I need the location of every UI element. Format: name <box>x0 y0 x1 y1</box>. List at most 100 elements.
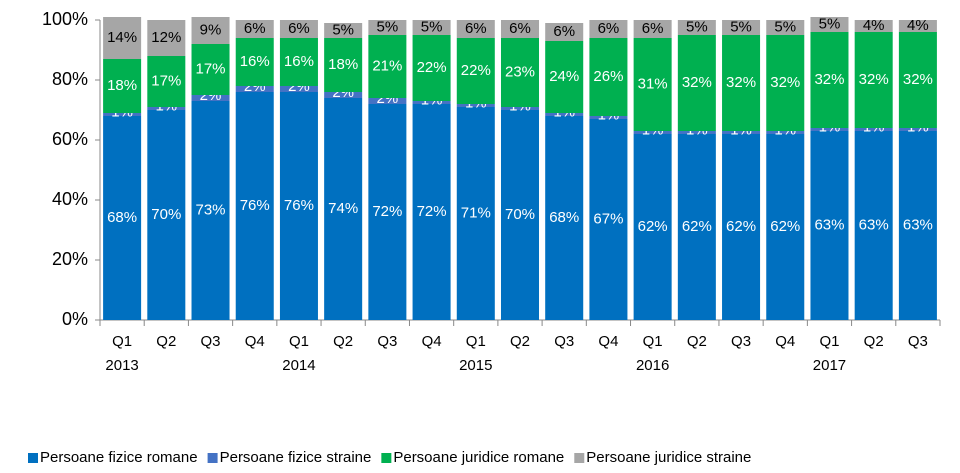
bar-segment <box>324 23 363 38</box>
bar-segment <box>677 35 716 131</box>
bar-segment <box>103 17 142 59</box>
legend-swatch <box>207 453 218 463</box>
data-label: 6% <box>509 20 531 37</box>
bar-segment <box>456 104 495 107</box>
data-label: 5% <box>332 21 354 38</box>
bar-segment <box>633 131 672 134</box>
y-tick-label: 60% <box>52 129 88 149</box>
bar-segment <box>722 20 761 35</box>
bar-segment <box>412 104 451 320</box>
bar-segment <box>545 116 584 320</box>
data-label: 63% <box>903 216 933 233</box>
x-tick-label: Q4 <box>422 333 442 350</box>
data-label: 72% <box>417 203 447 220</box>
bar-segment <box>191 17 230 44</box>
bar-segment <box>191 44 230 95</box>
data-label: 6% <box>642 20 664 37</box>
y-tick-label: 0% <box>62 309 88 329</box>
bar-segment <box>898 131 937 320</box>
bar-segment <box>147 110 186 320</box>
bar-segment <box>368 104 407 320</box>
data-label: 32% <box>814 71 844 88</box>
data-label: 72% <box>372 203 402 220</box>
data-label: 4% <box>907 17 929 34</box>
data-label: 5% <box>730 18 752 35</box>
x-tick-label: Q2 <box>687 333 707 350</box>
bar-segment <box>500 20 540 38</box>
legend-swatch <box>381 453 392 463</box>
bar-segment <box>810 128 849 131</box>
data-label: 24% <box>549 68 579 85</box>
x-tick-label: Q3 <box>377 333 397 350</box>
bar-segment <box>589 38 628 116</box>
bar-segment <box>412 20 451 35</box>
bar-segment <box>279 38 318 86</box>
bar-segment <box>235 38 274 86</box>
bar-segment <box>722 131 761 134</box>
bar-segment <box>456 20 495 38</box>
bar-segment <box>279 86 318 92</box>
data-label: 32% <box>682 74 712 91</box>
bar-segment <box>722 35 761 131</box>
legend-label: Persoane juridice straine <box>586 449 751 466</box>
data-label: 21% <box>372 57 402 74</box>
data-label: 76% <box>240 197 270 214</box>
data-label: 5% <box>774 18 796 35</box>
data-label: 71% <box>461 204 491 221</box>
bar-segment <box>677 131 716 134</box>
bar-segment <box>412 101 451 104</box>
data-label: 16% <box>240 53 270 70</box>
bar-segment <box>810 32 849 128</box>
data-label: 17% <box>196 60 226 77</box>
data-label: 6% <box>598 20 620 37</box>
data-label: 67% <box>593 210 623 227</box>
bar-segment <box>456 107 495 320</box>
data-label: 17% <box>151 72 181 89</box>
bar-segment <box>545 113 584 116</box>
data-label: 6% <box>244 20 266 37</box>
bar-segment <box>589 20 628 38</box>
bar-segment <box>368 98 407 104</box>
bar-segment <box>368 20 407 35</box>
x-tick-label: Q3 <box>554 333 574 350</box>
bar-segment <box>500 107 540 110</box>
data-label: 26% <box>593 68 623 85</box>
bar-segment <box>766 131 805 134</box>
data-label: 4% <box>863 17 885 34</box>
bar-segment <box>412 35 451 101</box>
data-label: 16% <box>284 53 314 70</box>
data-label: 22% <box>417 59 447 76</box>
legend-label: Persoane fizice straine <box>220 449 372 466</box>
bar-segment <box>854 131 893 320</box>
x-tick-label: Q1 <box>643 333 663 350</box>
bar-segment <box>500 110 540 320</box>
bar-segment <box>898 20 937 32</box>
bar-segment <box>235 86 274 92</box>
x-group-label: 2015 <box>459 357 492 374</box>
legend-label: Persoane juridice romane <box>393 449 564 466</box>
data-label: 62% <box>726 218 756 235</box>
bar-segment <box>235 20 274 38</box>
x-tick-label: Q1 <box>112 333 132 350</box>
data-label: 6% <box>465 20 487 37</box>
bar-segment <box>677 20 716 35</box>
data-label: 14% <box>107 29 137 46</box>
data-label: 62% <box>638 218 668 235</box>
bar-segment <box>147 56 186 107</box>
data-label: 32% <box>903 71 933 88</box>
data-label: 68% <box>549 209 579 226</box>
data-label: 63% <box>859 216 889 233</box>
x-tick-label: Q4 <box>775 333 795 350</box>
bar-segment <box>545 41 584 113</box>
y-tick-label: 40% <box>52 189 88 209</box>
bar-segment <box>677 134 716 320</box>
x-tick-label: Q4 <box>598 333 618 350</box>
data-label: 32% <box>726 74 756 91</box>
bar-segment <box>633 38 672 131</box>
data-label: 32% <box>770 74 800 91</box>
bar-segment <box>766 35 805 131</box>
x-group-label: 2014 <box>282 357 315 374</box>
y-tick-label: 100% <box>42 9 88 29</box>
data-label: 6% <box>288 20 310 37</box>
data-label: 76% <box>284 197 314 214</box>
